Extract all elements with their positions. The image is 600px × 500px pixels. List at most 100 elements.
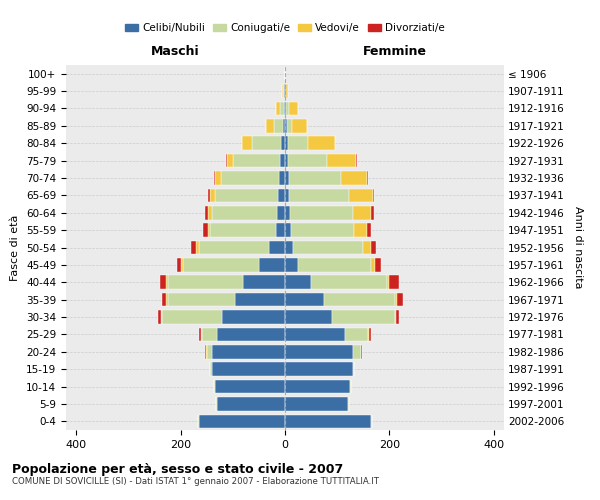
- Text: Maschi: Maschi: [151, 45, 200, 58]
- Bar: [158, 310, 161, 324]
- Bar: [371, 206, 374, 220]
- Bar: [288, 154, 327, 168]
- Bar: [184, 258, 259, 272]
- Bar: [208, 188, 210, 202]
- Bar: [289, 171, 341, 185]
- Bar: [308, 136, 335, 150]
- Bar: [233, 154, 280, 168]
- Bar: [292, 119, 307, 132]
- Bar: [389, 276, 398, 289]
- Bar: [324, 293, 395, 306]
- Bar: [277, 206, 285, 220]
- Y-axis label: Anni di nascita: Anni di nascita: [573, 206, 583, 289]
- Bar: [347, 397, 349, 410]
- Bar: [353, 206, 371, 220]
- Bar: [205, 345, 206, 358]
- Y-axis label: Fasce di età: Fasce di età: [10, 214, 20, 280]
- Bar: [285, 240, 293, 254]
- Bar: [285, 119, 287, 132]
- Bar: [285, 328, 345, 341]
- Bar: [285, 224, 291, 237]
- Bar: [353, 345, 361, 358]
- Bar: [223, 310, 285, 324]
- Bar: [368, 328, 370, 341]
- Bar: [167, 293, 235, 306]
- Bar: [266, 119, 274, 132]
- Bar: [210, 188, 215, 202]
- Bar: [287, 119, 292, 132]
- Bar: [278, 188, 285, 202]
- Bar: [289, 102, 298, 115]
- Bar: [166, 293, 167, 306]
- Bar: [177, 258, 181, 272]
- Bar: [350, 380, 351, 394]
- Bar: [205, 206, 208, 220]
- Bar: [371, 414, 372, 428]
- Text: Popolazione per età, sesso e stato civile - 2007: Popolazione per età, sesso e stato civil…: [12, 462, 343, 475]
- Bar: [285, 310, 332, 324]
- Bar: [161, 310, 163, 324]
- Bar: [214, 380, 215, 394]
- Bar: [280, 154, 285, 168]
- Bar: [207, 345, 212, 358]
- Bar: [274, 119, 283, 132]
- Bar: [287, 136, 308, 150]
- Bar: [279, 171, 285, 185]
- Bar: [166, 276, 167, 289]
- Bar: [373, 188, 374, 202]
- Bar: [269, 240, 285, 254]
- Bar: [285, 276, 311, 289]
- Bar: [285, 293, 324, 306]
- Bar: [285, 102, 286, 115]
- Bar: [212, 206, 277, 220]
- Bar: [285, 362, 353, 376]
- Bar: [242, 136, 252, 150]
- Bar: [285, 136, 287, 150]
- Bar: [215, 171, 221, 185]
- Bar: [281, 136, 285, 150]
- Bar: [293, 240, 363, 254]
- Text: Femmine: Femmine: [362, 45, 427, 58]
- Bar: [371, 240, 376, 254]
- Bar: [285, 154, 288, 168]
- Bar: [191, 240, 196, 254]
- Bar: [259, 258, 285, 272]
- Bar: [341, 171, 367, 185]
- Bar: [211, 224, 275, 237]
- Bar: [367, 171, 368, 185]
- Bar: [386, 276, 389, 289]
- Bar: [202, 328, 217, 341]
- Bar: [327, 154, 356, 168]
- Bar: [215, 188, 278, 202]
- Bar: [291, 224, 354, 237]
- Bar: [217, 397, 285, 410]
- Bar: [285, 345, 353, 358]
- Bar: [252, 136, 281, 150]
- Bar: [285, 188, 289, 202]
- Bar: [226, 154, 227, 168]
- Bar: [354, 224, 367, 237]
- Bar: [214, 171, 215, 185]
- Bar: [290, 206, 353, 220]
- Bar: [199, 328, 200, 341]
- Bar: [211, 362, 212, 376]
- Bar: [345, 328, 368, 341]
- Bar: [286, 102, 289, 115]
- Bar: [167, 276, 243, 289]
- Bar: [311, 276, 386, 289]
- Bar: [285, 206, 290, 220]
- Bar: [371, 258, 375, 272]
- Bar: [243, 276, 285, 289]
- Bar: [275, 102, 280, 115]
- Bar: [162, 293, 166, 306]
- Bar: [286, 84, 287, 98]
- Bar: [375, 258, 382, 272]
- Bar: [332, 310, 395, 324]
- Bar: [217, 328, 285, 341]
- Bar: [349, 188, 373, 202]
- Legend: Celibi/Nubili, Coniugati/e, Vedovi/e, Divorziati/e: Celibi/Nubili, Coniugati/e, Vedovi/e, Di…: [121, 19, 449, 38]
- Bar: [216, 397, 217, 410]
- Bar: [208, 206, 212, 220]
- Bar: [200, 328, 202, 341]
- Bar: [280, 102, 284, 115]
